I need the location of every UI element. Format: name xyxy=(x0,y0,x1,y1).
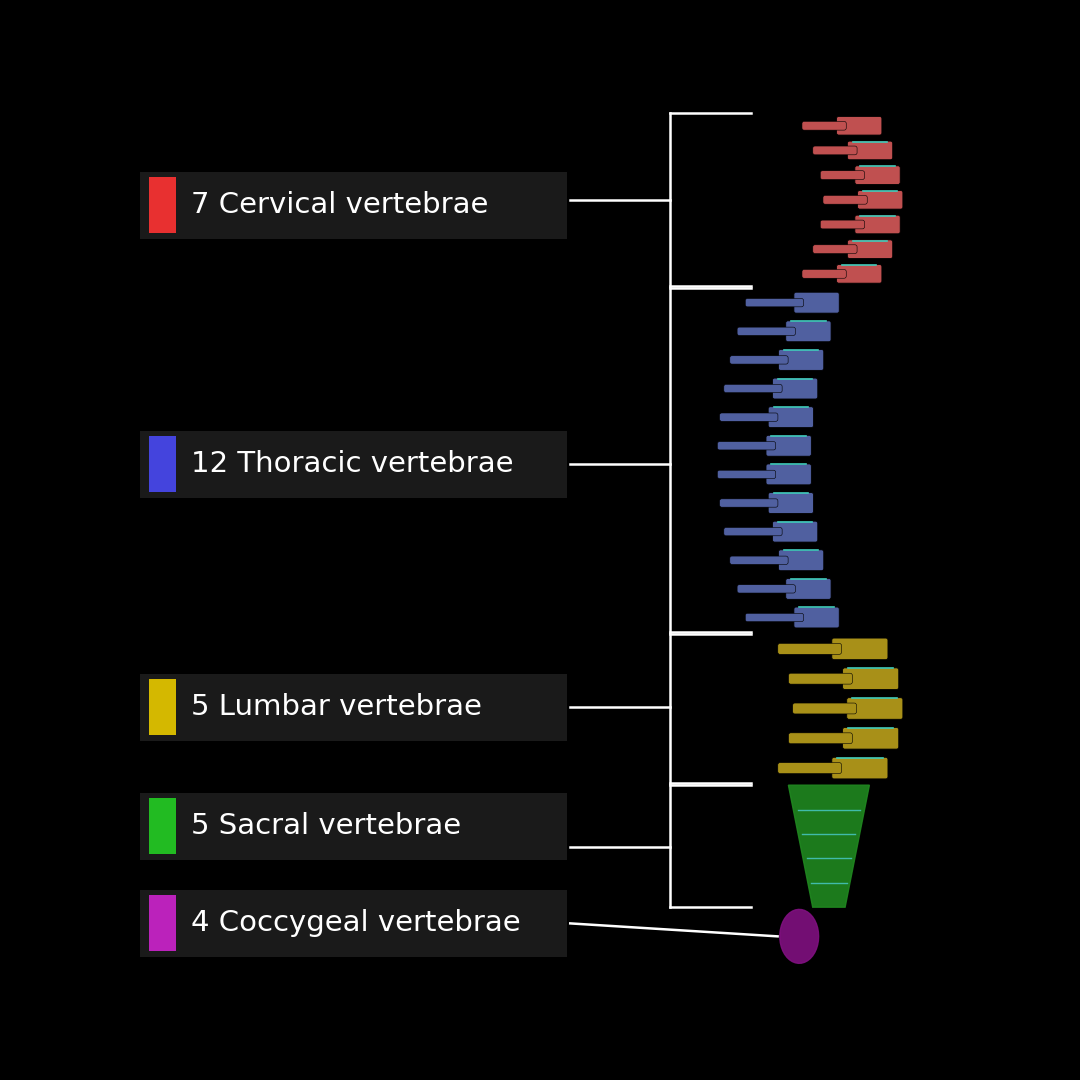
FancyBboxPatch shape xyxy=(140,172,567,239)
Polygon shape xyxy=(780,909,819,963)
FancyBboxPatch shape xyxy=(821,171,865,179)
FancyBboxPatch shape xyxy=(802,270,847,279)
Bar xyxy=(149,895,176,951)
FancyBboxPatch shape xyxy=(821,220,865,229)
FancyBboxPatch shape xyxy=(779,550,824,570)
FancyBboxPatch shape xyxy=(793,703,856,714)
FancyBboxPatch shape xyxy=(717,470,775,478)
Bar xyxy=(149,177,176,233)
FancyBboxPatch shape xyxy=(768,492,813,513)
FancyBboxPatch shape xyxy=(837,265,882,283)
Text: 7 Cervical vertebrae: 7 Cervical vertebrae xyxy=(191,191,488,219)
FancyBboxPatch shape xyxy=(823,195,867,204)
FancyBboxPatch shape xyxy=(842,728,899,750)
FancyBboxPatch shape xyxy=(730,556,788,565)
FancyBboxPatch shape xyxy=(719,499,778,508)
FancyBboxPatch shape xyxy=(772,378,818,399)
Text: 5 Sacral vertebrae: 5 Sacral vertebrae xyxy=(191,812,461,840)
Bar xyxy=(149,679,176,735)
FancyBboxPatch shape xyxy=(766,464,811,485)
FancyBboxPatch shape xyxy=(847,698,903,719)
FancyBboxPatch shape xyxy=(858,190,903,210)
Text: 12 Thoracic vertebrae: 12 Thoracic vertebrae xyxy=(191,450,514,478)
FancyBboxPatch shape xyxy=(855,215,901,233)
FancyBboxPatch shape xyxy=(832,757,888,779)
FancyBboxPatch shape xyxy=(813,146,858,154)
FancyBboxPatch shape xyxy=(813,245,858,254)
Polygon shape xyxy=(788,785,869,907)
FancyBboxPatch shape xyxy=(730,355,788,364)
FancyBboxPatch shape xyxy=(788,733,852,744)
FancyBboxPatch shape xyxy=(855,166,901,185)
FancyBboxPatch shape xyxy=(778,762,841,773)
FancyBboxPatch shape xyxy=(140,793,567,860)
FancyBboxPatch shape xyxy=(140,674,567,741)
FancyBboxPatch shape xyxy=(794,607,839,627)
Text: 5 Lumbar vertebrae: 5 Lumbar vertebrae xyxy=(191,693,482,721)
FancyBboxPatch shape xyxy=(140,431,567,498)
FancyBboxPatch shape xyxy=(837,117,882,135)
FancyBboxPatch shape xyxy=(717,442,775,450)
FancyBboxPatch shape xyxy=(842,667,899,689)
FancyBboxPatch shape xyxy=(724,527,782,536)
FancyBboxPatch shape xyxy=(786,579,832,599)
FancyBboxPatch shape xyxy=(779,350,824,370)
FancyBboxPatch shape xyxy=(738,584,796,593)
FancyBboxPatch shape xyxy=(738,327,796,336)
FancyBboxPatch shape xyxy=(772,522,818,542)
FancyBboxPatch shape xyxy=(745,613,804,622)
FancyBboxPatch shape xyxy=(786,321,832,341)
FancyBboxPatch shape xyxy=(778,644,841,654)
FancyBboxPatch shape xyxy=(745,298,804,307)
FancyBboxPatch shape xyxy=(719,413,778,421)
Bar xyxy=(149,436,176,492)
FancyBboxPatch shape xyxy=(832,638,888,660)
FancyBboxPatch shape xyxy=(848,141,893,160)
FancyBboxPatch shape xyxy=(794,293,839,313)
Bar xyxy=(149,798,176,854)
FancyBboxPatch shape xyxy=(802,121,847,130)
FancyBboxPatch shape xyxy=(768,407,813,428)
Text: 4 Coccygeal vertebrae: 4 Coccygeal vertebrae xyxy=(191,909,521,937)
FancyBboxPatch shape xyxy=(788,673,852,684)
FancyBboxPatch shape xyxy=(724,384,782,393)
FancyBboxPatch shape xyxy=(766,435,811,456)
FancyBboxPatch shape xyxy=(848,240,893,258)
FancyBboxPatch shape xyxy=(140,890,567,957)
